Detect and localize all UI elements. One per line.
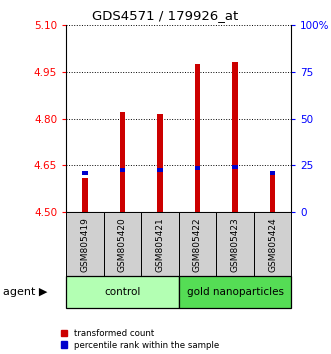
Bar bbox=[270, 172, 275, 212]
Bar bbox=[157, 114, 163, 212]
Bar bbox=[270, 171, 275, 175]
Bar bbox=[232, 62, 238, 212]
Bar bbox=[66, 276, 179, 308]
Bar bbox=[195, 166, 200, 170]
Text: GSM805419: GSM805419 bbox=[80, 217, 89, 272]
Text: GSM805424: GSM805424 bbox=[268, 217, 277, 272]
Bar bbox=[179, 212, 216, 276]
Bar bbox=[216, 212, 254, 276]
Text: GSM805421: GSM805421 bbox=[156, 217, 165, 272]
Bar bbox=[104, 212, 141, 276]
Bar bbox=[195, 64, 200, 212]
Text: GSM805420: GSM805420 bbox=[118, 217, 127, 272]
Bar bbox=[254, 212, 291, 276]
Bar bbox=[141, 212, 179, 276]
Text: agent ▶: agent ▶ bbox=[3, 287, 48, 297]
Legend: transformed count, percentile rank within the sample: transformed count, percentile rank withi… bbox=[61, 329, 219, 350]
Bar bbox=[232, 165, 238, 169]
Bar bbox=[157, 168, 163, 172]
Text: GSM805423: GSM805423 bbox=[230, 217, 240, 272]
Bar bbox=[82, 171, 88, 175]
Text: GSM805422: GSM805422 bbox=[193, 217, 202, 272]
Bar bbox=[120, 168, 125, 172]
Text: gold nanoparticles: gold nanoparticles bbox=[186, 287, 284, 297]
Bar bbox=[179, 276, 291, 308]
Bar bbox=[82, 178, 88, 212]
Bar bbox=[120, 112, 125, 212]
Text: control: control bbox=[104, 287, 141, 297]
Text: GDS4571 / 179926_at: GDS4571 / 179926_at bbox=[92, 9, 239, 22]
Bar bbox=[66, 212, 104, 276]
